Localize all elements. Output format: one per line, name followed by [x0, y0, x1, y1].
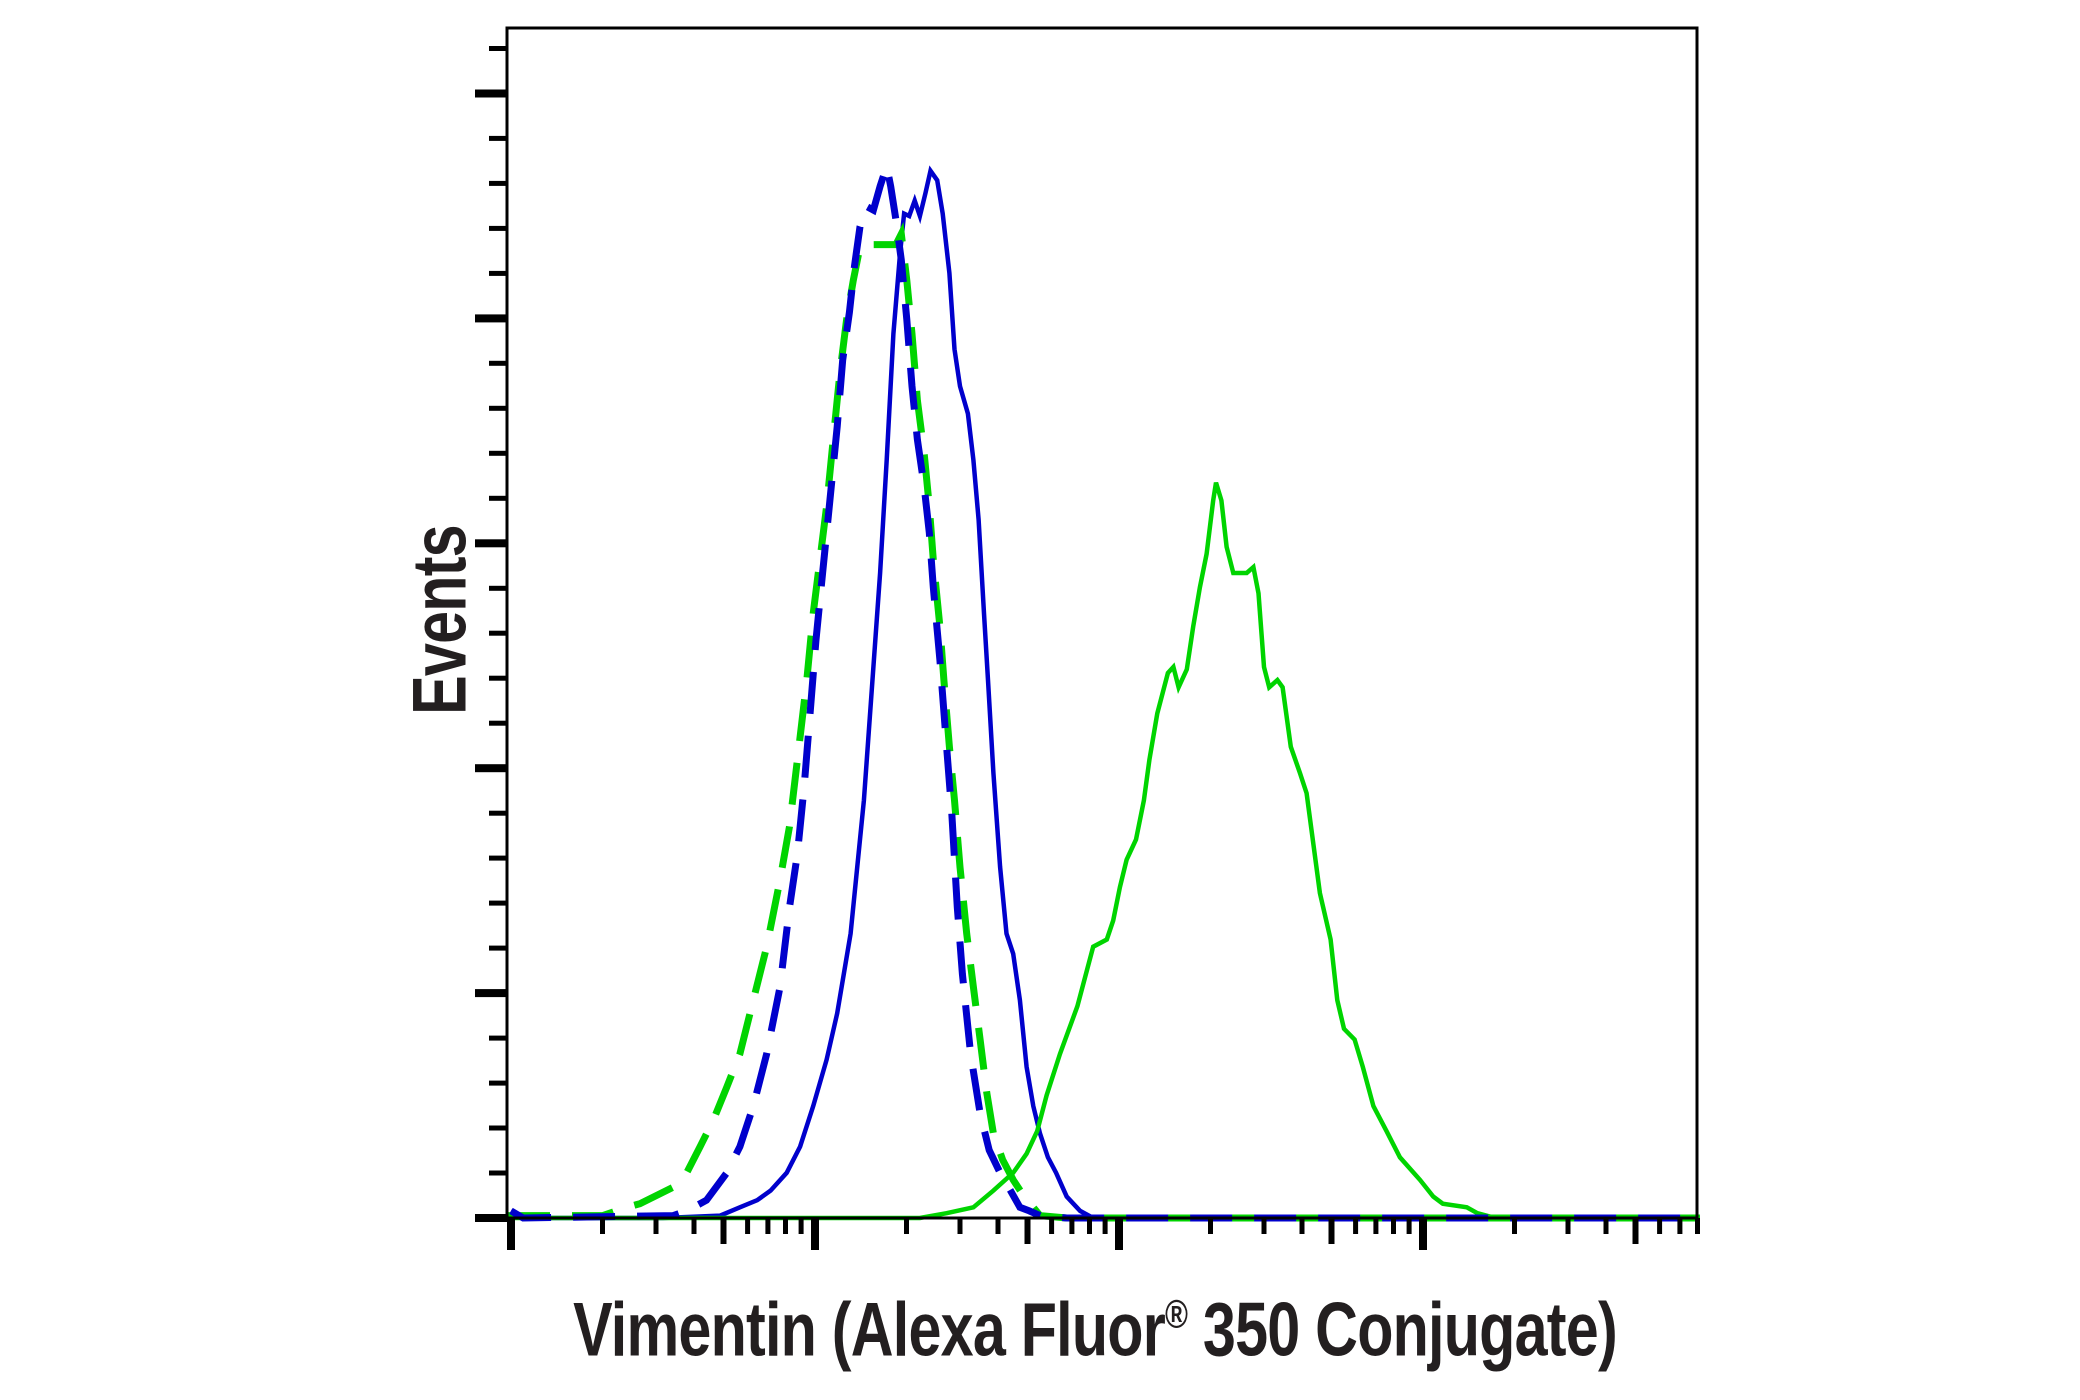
y-minor-tick [489, 1125, 507, 1131]
x-minor-tick [1087, 1218, 1092, 1234]
y-minor-tick [489, 1080, 507, 1086]
y-minor-tick [489, 585, 507, 591]
y-axis-label: Events [397, 525, 483, 715]
y-minor-tick [489, 1035, 507, 1041]
y-minor-tick [489, 855, 507, 861]
series-dashed-blue [509, 152, 1700, 1222]
series-layer [508, 152, 1700, 1222]
x-minor-tick [1049, 1218, 1055, 1234]
x-minor-tick [798, 1218, 804, 1234]
x-minor-tick [1406, 1218, 1412, 1234]
y-minor-tick [489, 46, 507, 51]
x-minor-tick [720, 1218, 727, 1244]
x-axis-ticks [507, 1218, 1700, 1250]
x-minor-tick [1373, 1218, 1379, 1234]
x-minor-tick [1512, 1218, 1517, 1234]
y-minor-tick [489, 270, 507, 276]
y-minor-tick [489, 405, 507, 411]
x-axis-label-tail: 350 Conjugate) [1187, 1287, 1618, 1373]
series-dashed-green [508, 221, 1700, 1222]
y-major-tick [475, 89, 507, 98]
x-minor-tick [1677, 1218, 1683, 1234]
x-minor-tick [600, 1218, 605, 1234]
x-minor-tick [995, 1218, 1001, 1234]
y-minor-tick [489, 720, 507, 726]
x-minor-tick [1632, 1218, 1639, 1244]
y-minor-tick [489, 810, 507, 816]
y-major-tick [475, 989, 507, 998]
y-minor-tick [489, 945, 507, 951]
x-minor-tick [765, 1218, 771, 1234]
y-axis-ticks [475, 46, 507, 1222]
x-minor-tick [1391, 1218, 1396, 1234]
x-major-tick [1419, 1218, 1427, 1250]
y-minor-tick [489, 135, 507, 141]
x-minor-tick [1299, 1218, 1305, 1234]
series-solid-blue [509, 165, 1700, 1221]
y-minor-tick [489, 675, 507, 681]
y-minor-tick [489, 495, 507, 501]
x-minor-tick [904, 1218, 909, 1234]
x-minor-tick [783, 1218, 788, 1234]
x-major-tick [1115, 1218, 1123, 1250]
y-major-tick [475, 314, 507, 323]
y-major-tick [475, 764, 507, 773]
y-minor-tick [489, 225, 507, 231]
x-axis-label: Vimentin (Alexa Fluor® 350 Conjugate) [573, 1287, 1618, 1374]
x-major-tick [507, 1218, 515, 1250]
x-minor-tick [1328, 1218, 1335, 1244]
plot-frame [505, 26, 1699, 1220]
y-minor-tick [489, 1170, 507, 1176]
x-minor-tick [745, 1218, 751, 1234]
y-minor-tick [489, 630, 507, 636]
x-minor-tick [653, 1218, 659, 1234]
y-major-tick [475, 1214, 507, 1222]
series-solid-green [508, 481, 1700, 1221]
y-minor-tick [489, 450, 507, 456]
x-minor-tick [1657, 1218, 1663, 1234]
y-minor-tick [489, 180, 507, 186]
y-major-tick [475, 539, 507, 548]
x-minor-tick [1069, 1218, 1075, 1234]
registered-mark: ® [1164, 1292, 1188, 1337]
x-minor-tick [1603, 1218, 1609, 1234]
x-minor-tick [1565, 1218, 1571, 1234]
x-minor-tick [957, 1218, 963, 1234]
y-minor-tick [489, 360, 507, 366]
x-major-tick [811, 1218, 819, 1250]
x-axis-label-main: Vimentin (Alexa Fluor [573, 1287, 1166, 1373]
x-minor-tick [691, 1218, 697, 1234]
x-minor-tick [1695, 1218, 1700, 1234]
y-minor-tick [489, 900, 507, 906]
x-minor-tick [1353, 1218, 1359, 1234]
x-minor-tick [1024, 1218, 1031, 1244]
x-minor-tick [1261, 1218, 1267, 1234]
x-minor-tick [1102, 1218, 1108, 1234]
x-minor-tick [1208, 1218, 1213, 1234]
